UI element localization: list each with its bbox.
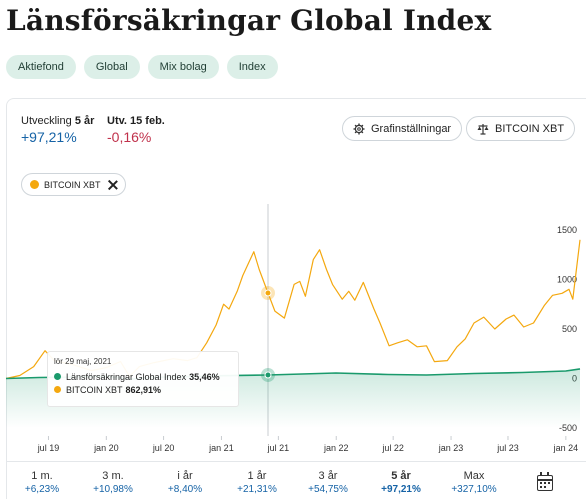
gear-icon — [353, 123, 365, 134]
development-period: 5 år — [74, 115, 95, 127]
period-3y[interactable]: 3 år +54,75% — [308, 470, 348, 495]
close-icon[interactable] — [108, 180, 118, 190]
y-tick-label: 1500 — [557, 225, 577, 235]
compare-label: BITCOIN XBT — [495, 122, 565, 135]
x-tick-label: jan 21 — [208, 443, 234, 453]
x-tick-label: jul 19 — [37, 443, 60, 453]
period-max[interactable]: Max +327,10% — [451, 470, 497, 495]
bitcoin-color-dot — [30, 180, 39, 189]
period-divider — [6, 461, 586, 462]
period-1m[interactable]: 1 m. +6,23% — [24, 470, 60, 495]
category-tags: Aktiefond Global Mix bolag Index — [6, 55, 278, 79]
tag-index[interactable]: Index — [226, 55, 278, 79]
tag-aktiefond[interactable]: Aktiefond — [6, 55, 76, 79]
calendar-icon[interactable] — [537, 472, 553, 491]
x-tick-label: jan 24 — [553, 443, 579, 453]
tooltip-date: lör 29 maj, 2021 — [54, 357, 112, 366]
period-3m[interactable]: 3 m. +10,98% — [93, 470, 133, 495]
chart-settings-button[interactable]: Grafinställningar — [342, 116, 463, 141]
hover-marker-bitcoin — [264, 289, 272, 297]
period-5y[interactable]: 5 år +97,21% — [381, 470, 421, 495]
chart-settings-label: Grafinställningar — [371, 122, 452, 135]
chip-label: BITCOIN XBT — [44, 179, 101, 190]
development-label: Utveckling 5 år — [21, 115, 95, 127]
development-stat: Utveckling 5 år +97,21% — [21, 115, 94, 145]
x-tick-label: jul 20 — [152, 443, 175, 453]
hover-marker-fund — [264, 371, 272, 379]
fund-color-dot — [54, 373, 61, 380]
x-tick-label: jul 22 — [381, 443, 404, 453]
y-tick-label: 1000 — [557, 274, 577, 284]
compare-button[interactable]: BITCOIN XBT — [466, 116, 576, 141]
page-title: Länsförsäkringar Global Index — [6, 4, 492, 37]
chart-tooltip: lör 29 maj, 2021 Länsförsäkringar Global… — [47, 351, 239, 407]
tag-global[interactable]: Global — [83, 55, 140, 79]
chart-card — [6, 98, 586, 499]
period-1y[interactable]: 1 år +21,31% — [237, 470, 277, 495]
tooltip-row-fund: Länsförsäkringar Global Index 35,46% — [54, 370, 238, 383]
scale-icon — [477, 123, 489, 135]
x-tick-label: jan 20 — [93, 443, 119, 453]
x-tick-label: jan 22 — [323, 443, 349, 453]
x-tick-label: jul 21 — [267, 443, 290, 453]
tooltip-row-bitcoin: BITCOIN XBT 862,91% — [54, 383, 238, 396]
daily-change-stat: Utv. 15 feb. -0,16% — [107, 115, 165, 145]
daily-value: -0,16% — [107, 129, 152, 145]
daily-label: Utv. 15 feb. — [107, 115, 165, 127]
x-tick-label: jul 23 — [496, 443, 519, 453]
period-ytd[interactable]: i år +8,40% — [167, 470, 203, 495]
x-tick-label: jan 23 — [438, 443, 464, 453]
y-tick-label: 500 — [562, 324, 577, 334]
bitcoin-color-dot — [54, 386, 61, 393]
comparison-chip: BITCOIN XBT — [21, 173, 126, 196]
development-value: +97,21% — [21, 129, 77, 145]
tag-mix-bolag[interactable]: Mix bolag — [147, 55, 219, 79]
